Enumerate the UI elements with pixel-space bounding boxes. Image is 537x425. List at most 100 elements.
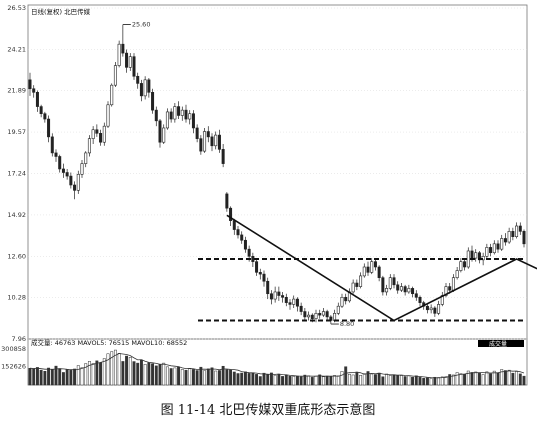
candle-body-down <box>139 83 143 97</box>
volume-bar <box>113 349 117 386</box>
volume-bar <box>162 362 166 386</box>
volume-bar <box>515 371 519 386</box>
volume-bar <box>392 374 396 386</box>
candle-body-down <box>284 296 288 303</box>
candle-body-down <box>303 311 307 318</box>
volume-bar <box>91 363 95 386</box>
volume-bar <box>325 375 329 386</box>
candle-body-up <box>455 270 459 278</box>
candle <box>269 290 273 305</box>
candle-body-down <box>121 43 125 54</box>
volume-bar <box>65 369 69 386</box>
candle-body-down <box>136 75 140 84</box>
candle-body-down <box>463 261 467 268</box>
volume-bar <box>262 372 266 386</box>
candle-body-down <box>266 280 270 295</box>
candle-body-down <box>392 277 396 286</box>
volume-bar <box>277 373 281 386</box>
candle-body-down <box>262 273 266 282</box>
candle-body-up <box>162 127 166 143</box>
candle-body-down <box>344 296 348 302</box>
candle <box>489 243 493 257</box>
candle <box>437 300 441 316</box>
volume-bar <box>281 376 285 386</box>
candle-body-up <box>91 129 95 139</box>
chart-header: 日线(复权) 北巴传媒 <box>31 7 91 16</box>
candle <box>433 306 437 317</box>
volume-bar <box>191 369 195 386</box>
volume-bar <box>184 369 188 386</box>
volume-bar <box>344 366 348 386</box>
candle <box>87 135 91 157</box>
volume-bar <box>80 367 84 386</box>
candle <box>466 247 470 269</box>
candle <box>43 111 47 123</box>
volume-bars <box>28 349 526 386</box>
candle-body-down <box>236 229 240 236</box>
candle <box>251 252 255 267</box>
volume-bar <box>425 377 429 386</box>
volume-bar <box>429 378 433 386</box>
candle <box>80 160 84 178</box>
volume-bar <box>336 375 340 386</box>
volume-bar <box>403 376 407 386</box>
volume-bar <box>474 371 478 386</box>
candle-body-down <box>496 243 500 250</box>
volume-bar <box>318 374 322 386</box>
volume-bar <box>125 355 129 386</box>
candle-body-down <box>247 248 251 257</box>
volume-bar <box>99 362 103 386</box>
volume-bar <box>165 366 169 386</box>
candle-body-up <box>173 106 177 120</box>
volume-axis: 300858 152626 <box>1 345 26 371</box>
volume-bar <box>132 361 136 386</box>
candle-body-up <box>128 56 132 68</box>
candle <box>136 72 140 89</box>
volume-bar <box>503 370 507 386</box>
candle <box>35 90 39 112</box>
candle-body-down <box>39 106 43 114</box>
volume-bar <box>418 377 422 386</box>
candle <box>73 181 77 200</box>
candle <box>381 275 385 296</box>
volume-bar <box>117 353 121 386</box>
volume-bar <box>284 374 288 386</box>
candle <box>429 304 433 314</box>
candle <box>396 281 400 294</box>
candle-body-up <box>474 252 478 259</box>
volume-bar <box>110 351 114 386</box>
candle-body-up <box>203 131 207 152</box>
candle <box>362 263 366 278</box>
candle-body-up <box>359 275 363 287</box>
candle-body-down <box>403 286 407 293</box>
candle-body-up <box>110 84 114 106</box>
candle-body-up <box>399 286 403 291</box>
volume-bar <box>470 372 474 386</box>
volume-bar <box>295 375 299 386</box>
volume-bar <box>50 369 54 386</box>
candle-body-down <box>32 88 36 93</box>
candle-body-down <box>411 288 415 295</box>
volume-bar <box>518 373 522 386</box>
volume-bar <box>39 369 43 386</box>
volume-bar <box>121 361 125 386</box>
volume-bar <box>399 375 403 386</box>
candle-body-down <box>225 193 229 209</box>
volume-bar <box>143 364 147 386</box>
candle <box>503 233 507 246</box>
volume-bar <box>58 368 62 386</box>
candle-body-down <box>217 134 221 150</box>
volume-bar <box>292 376 296 386</box>
candle-body-down <box>366 266 370 273</box>
high-price-label: 25.60 <box>132 21 151 29</box>
candle-body-down <box>470 250 474 259</box>
candle-body-down <box>221 149 225 164</box>
candle-body-down <box>54 152 58 157</box>
candle <box>355 279 359 291</box>
volume-bar <box>422 378 426 386</box>
candlestick-series <box>28 24 526 325</box>
candle <box>370 258 374 275</box>
candle <box>84 151 88 168</box>
volume-bar <box>210 367 214 386</box>
